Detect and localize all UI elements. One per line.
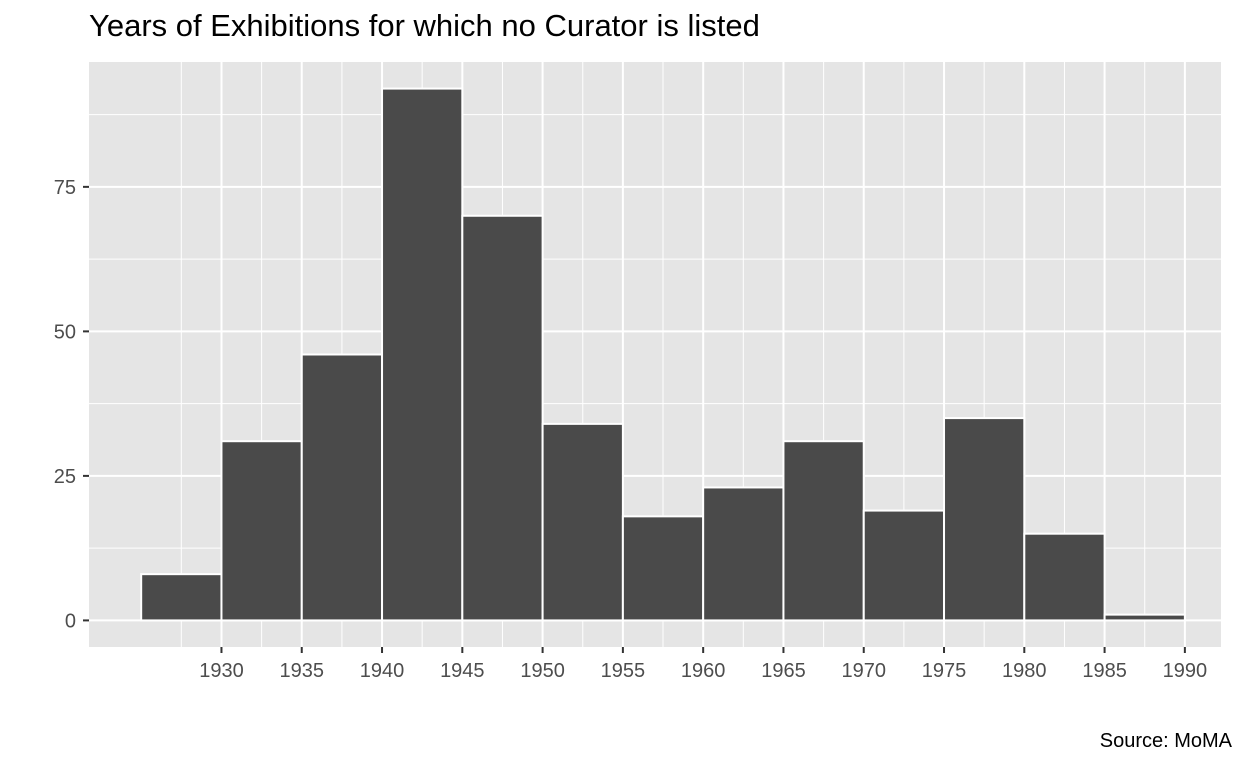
x-tick-label: 1980 xyxy=(1002,660,1047,682)
y-tick-label: 75 xyxy=(54,177,76,199)
histogram-bar xyxy=(862,509,946,622)
histogram-bar xyxy=(461,214,544,622)
y-tick-label: 50 xyxy=(54,321,76,343)
x-tick-label: 1970 xyxy=(841,660,886,682)
x-axis: 1930 1935 1940 1945 1950 1955 1960 1965 1970 1975… xyxy=(199,647,1207,682)
histogram-bar xyxy=(220,440,303,622)
x-tick-label: 1955 xyxy=(601,660,646,682)
histogram-bar xyxy=(943,417,1026,622)
y-tick-label: 25 xyxy=(54,466,76,488)
histogram-bar xyxy=(541,422,624,622)
x-tick-label: 1960 xyxy=(681,660,726,682)
histogram-bar xyxy=(140,573,223,622)
histogram-bar xyxy=(621,515,705,622)
histogram-bar xyxy=(1103,613,1186,622)
x-tick-label: 1985 xyxy=(1082,660,1127,682)
x-tick-label: 1940 xyxy=(360,660,405,682)
histogram-bar xyxy=(702,486,785,622)
chart-caption: Source: MoMA xyxy=(1099,730,1232,752)
x-tick-label: 1930 xyxy=(199,660,244,682)
x-tick-label: 1975 xyxy=(922,660,967,682)
x-tick-label: 1935 xyxy=(280,660,325,682)
histogram-bar xyxy=(782,440,865,622)
y-axis: 0 25 50 75 xyxy=(54,177,89,632)
x-tick-label: 1945 xyxy=(440,660,485,682)
x-tick-label: 1950 xyxy=(520,660,565,682)
x-tick-label: 1965 xyxy=(761,660,806,682)
histogram-bar xyxy=(300,353,384,622)
chart-title: Years of Exhibitions for which no Curato… xyxy=(89,8,760,43)
x-tick-label: 1990 xyxy=(1163,660,1208,682)
histogram-bar xyxy=(1023,532,1106,622)
y-tick-label: 0 xyxy=(65,610,76,632)
histogram-bar xyxy=(381,87,464,622)
histogram-bars xyxy=(140,87,1186,622)
